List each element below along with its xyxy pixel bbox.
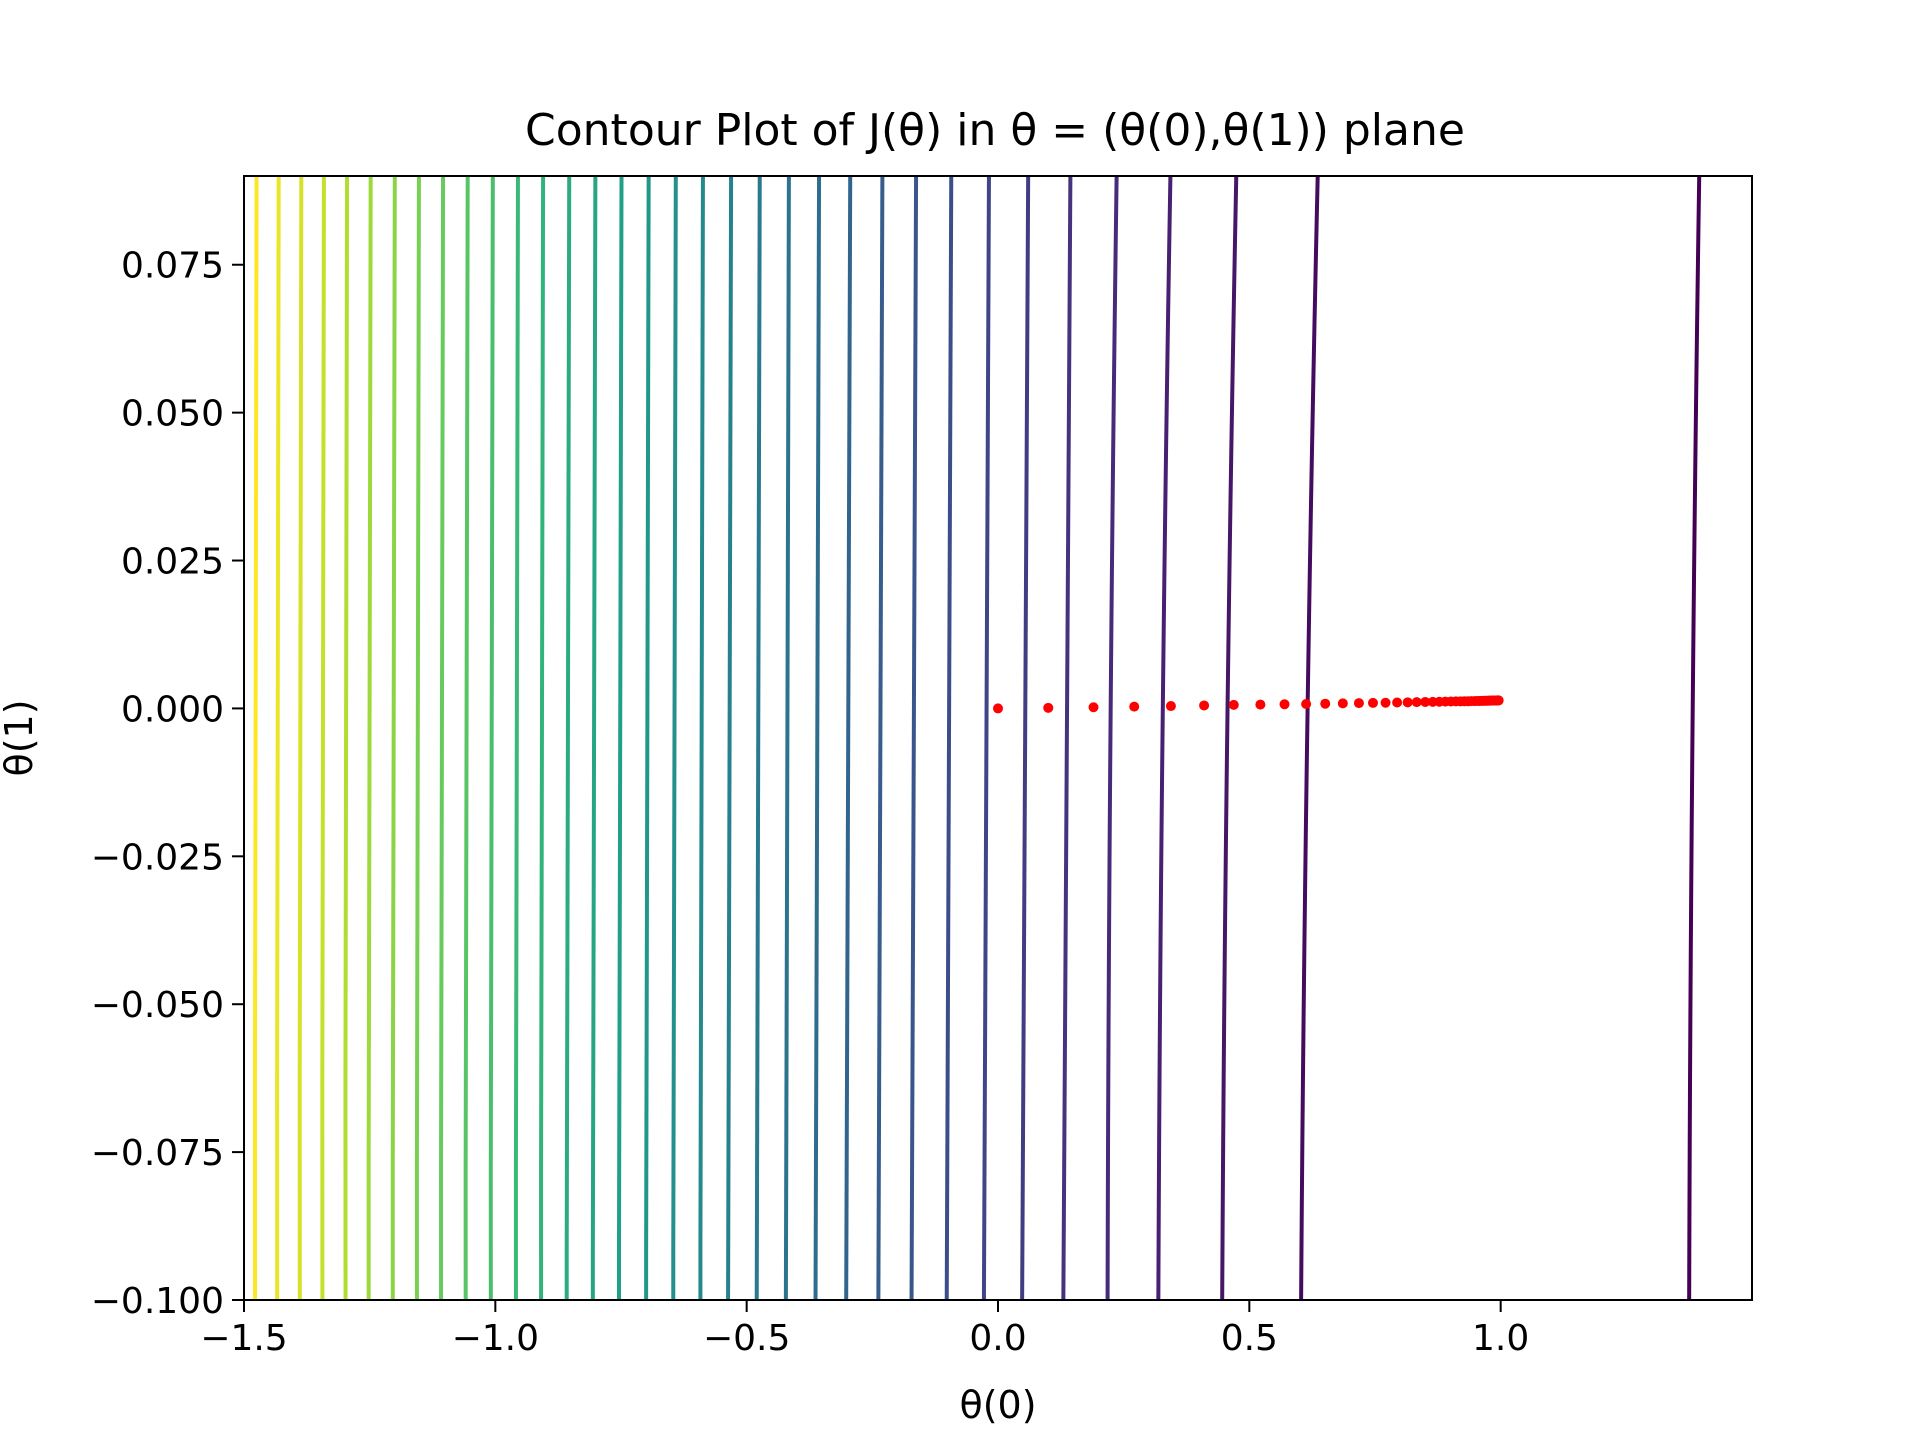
contour-line <box>320 176 326 1300</box>
descent-point <box>1279 699 1290 710</box>
x-axis: −1.5 −1.0 −0.5 0.0 0.5 1.0 <box>200 1300 1529 1359</box>
contour-line <box>1020 176 1031 1300</box>
contour-line <box>513 176 520 1300</box>
descent-point <box>1380 697 1391 708</box>
contour-line <box>439 176 446 1300</box>
y-tick-label: 0.025 <box>121 542 224 583</box>
y-tick-label: 0.000 <box>121 689 224 730</box>
x-tick-label: 0.5 <box>1221 1318 1278 1359</box>
contour-line <box>1061 176 1073 1300</box>
descent-point <box>1043 702 1054 713</box>
descent-point <box>1088 702 1099 713</box>
contour-line <box>564 176 572 1300</box>
contour-line <box>463 176 470 1300</box>
y-tick-label: −0.075 <box>91 1133 224 1174</box>
descent-point <box>1392 697 1403 708</box>
contour-line <box>1156 176 1173 1300</box>
y-axis: −0.100 −0.075 −0.050 −0.025 0.000 0.025 0.050 0… <box>91 246 244 1322</box>
contour-line <box>590 176 598 1300</box>
descent-point <box>1165 701 1176 712</box>
descent-point <box>993 703 1003 714</box>
contour-line <box>366 176 373 1300</box>
y-axis-label: θ(1) <box>0 699 41 776</box>
descent-point <box>1353 698 1364 709</box>
descent-point <box>1337 698 1348 709</box>
contour-line <box>252 176 259 1300</box>
contour-line <box>876 176 885 1300</box>
contour-line <box>488 176 495 1300</box>
contour-line <box>726 176 734 1300</box>
descent-point <box>1493 695 1504 706</box>
x-tick-label: −1.0 <box>452 1318 539 1359</box>
x-axis-label: θ(0) <box>959 1383 1036 1427</box>
contour-line <box>1687 176 1702 1300</box>
contour-line <box>390 176 397 1300</box>
contour-line <box>754 176 762 1300</box>
contour-line <box>981 176 991 1300</box>
contour-line <box>909 176 919 1300</box>
y-tick-label: −0.025 <box>91 837 224 878</box>
descent-point <box>1320 698 1331 709</box>
contour-line <box>813 176 822 1300</box>
descent-point <box>1411 697 1422 708</box>
contour-lines <box>252 176 1702 1300</box>
descent-path <box>993 695 1504 714</box>
x-tick-label: 1.0 <box>1472 1318 1529 1359</box>
contour-line <box>1220 176 1239 1300</box>
y-tick-label: 0.050 <box>121 394 224 435</box>
descent-point <box>1129 701 1140 712</box>
contour-line <box>297 176 304 1300</box>
descent-point <box>1255 699 1266 710</box>
contour-line <box>1299 176 1320 1300</box>
y-tick-label: −0.100 <box>91 1281 224 1322</box>
x-tick-label: 0.0 <box>969 1318 1026 1359</box>
contour-line <box>1105 176 1119 1300</box>
chart-title: Contour Plot of J(θ) in θ = (θ(0),θ(1)) … <box>525 105 1465 156</box>
y-tick-label: −0.050 <box>91 985 224 1026</box>
plot-area <box>244 176 1752 1300</box>
contour-line <box>644 176 651 1300</box>
contour-line <box>616 176 624 1300</box>
contour-line <box>944 176 954 1300</box>
contour-line <box>698 176 705 1300</box>
contour-line <box>783 176 791 1300</box>
descent-point <box>1199 700 1210 711</box>
contour-line <box>539 176 546 1300</box>
x-tick-label: −1.5 <box>200 1318 287 1359</box>
contour-line <box>343 176 350 1300</box>
contour-line <box>844 176 853 1300</box>
descent-point <box>1420 696 1431 707</box>
contour-line <box>275 176 281 1300</box>
descent-point <box>1402 697 1413 708</box>
contour-line <box>671 176 678 1300</box>
descent-point <box>1228 699 1239 710</box>
descent-point <box>1301 698 1312 709</box>
contour-line <box>414 176 421 1300</box>
y-tick-label: 0.075 <box>121 246 224 287</box>
descent-point <box>1367 697 1378 708</box>
x-tick-label: −0.5 <box>703 1318 790 1359</box>
